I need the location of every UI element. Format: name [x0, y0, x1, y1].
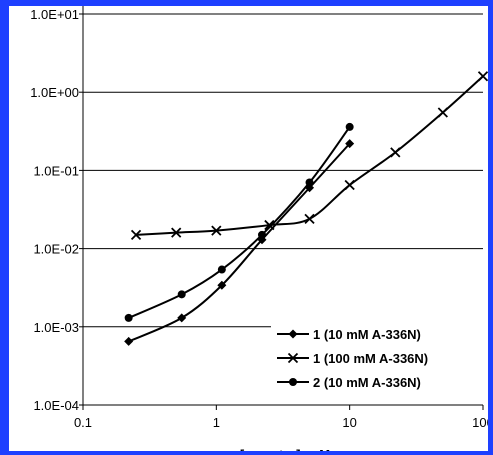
legend-marker — [287, 352, 299, 364]
x-tick-label: 100 — [472, 415, 493, 430]
tick-labels: 1.0E-04 1.0E-03 1.0E-02 1.0E-01 1.0E+00 1.0E+… — [30, 7, 493, 430]
data-point — [171, 227, 182, 238]
x-axis-title: [receptor], mM — [240, 447, 330, 455]
x-tick-label: 0.1 — [74, 415, 92, 430]
y-tick-label: 1.0E-04 — [33, 398, 79, 413]
data-point — [124, 336, 134, 346]
legend: 1 (10 mM A-336N) 1 (100 mM A-336N) 2 (10 m… — [271, 317, 489, 399]
series-2 — [130, 71, 489, 240]
data-point — [130, 229, 142, 240]
legend-label: 1 (10 mM A-336N) — [313, 327, 421, 342]
data-point — [217, 280, 227, 290]
y-tick-label: 1.0E+00 — [30, 85, 79, 100]
data-point — [345, 122, 354, 131]
y-tick-label: 1.0E+01 — [30, 7, 79, 22]
data-point — [305, 178, 314, 187]
data-point — [390, 147, 401, 158]
data-point — [217, 265, 226, 274]
y-tick-label: 1.0E-03 — [33, 320, 79, 335]
data-point — [344, 179, 355, 191]
x-tick-label: 10 — [342, 415, 356, 430]
legend-marker — [288, 329, 298, 339]
data-point — [211, 225, 222, 236]
axes — [79, 0, 484, 410]
data-point — [124, 313, 133, 322]
y-tick-label: 1.0E-02 — [33, 242, 79, 257]
data-point — [177, 313, 187, 323]
data-point — [345, 139, 355, 149]
series-3 — [124, 122, 354, 322]
legend-label: 1 (100 mM A-336N) — [313, 351, 428, 366]
y-tick-label: 1.0E-01 — [33, 163, 79, 178]
data-point — [177, 290, 186, 299]
series-line — [128, 126, 351, 319]
legend-label: 2 (10 mM A-336N) — [313, 375, 421, 390]
series-line — [136, 75, 484, 236]
legend-marker — [289, 378, 297, 386]
data-point — [477, 71, 489, 82]
series-layer — [124, 71, 489, 346]
data-point — [257, 230, 266, 239]
data-point — [264, 219, 275, 231]
data-point — [437, 107, 448, 118]
data-point — [304, 213, 315, 225]
x-tick-label: 1 — [213, 415, 220, 430]
